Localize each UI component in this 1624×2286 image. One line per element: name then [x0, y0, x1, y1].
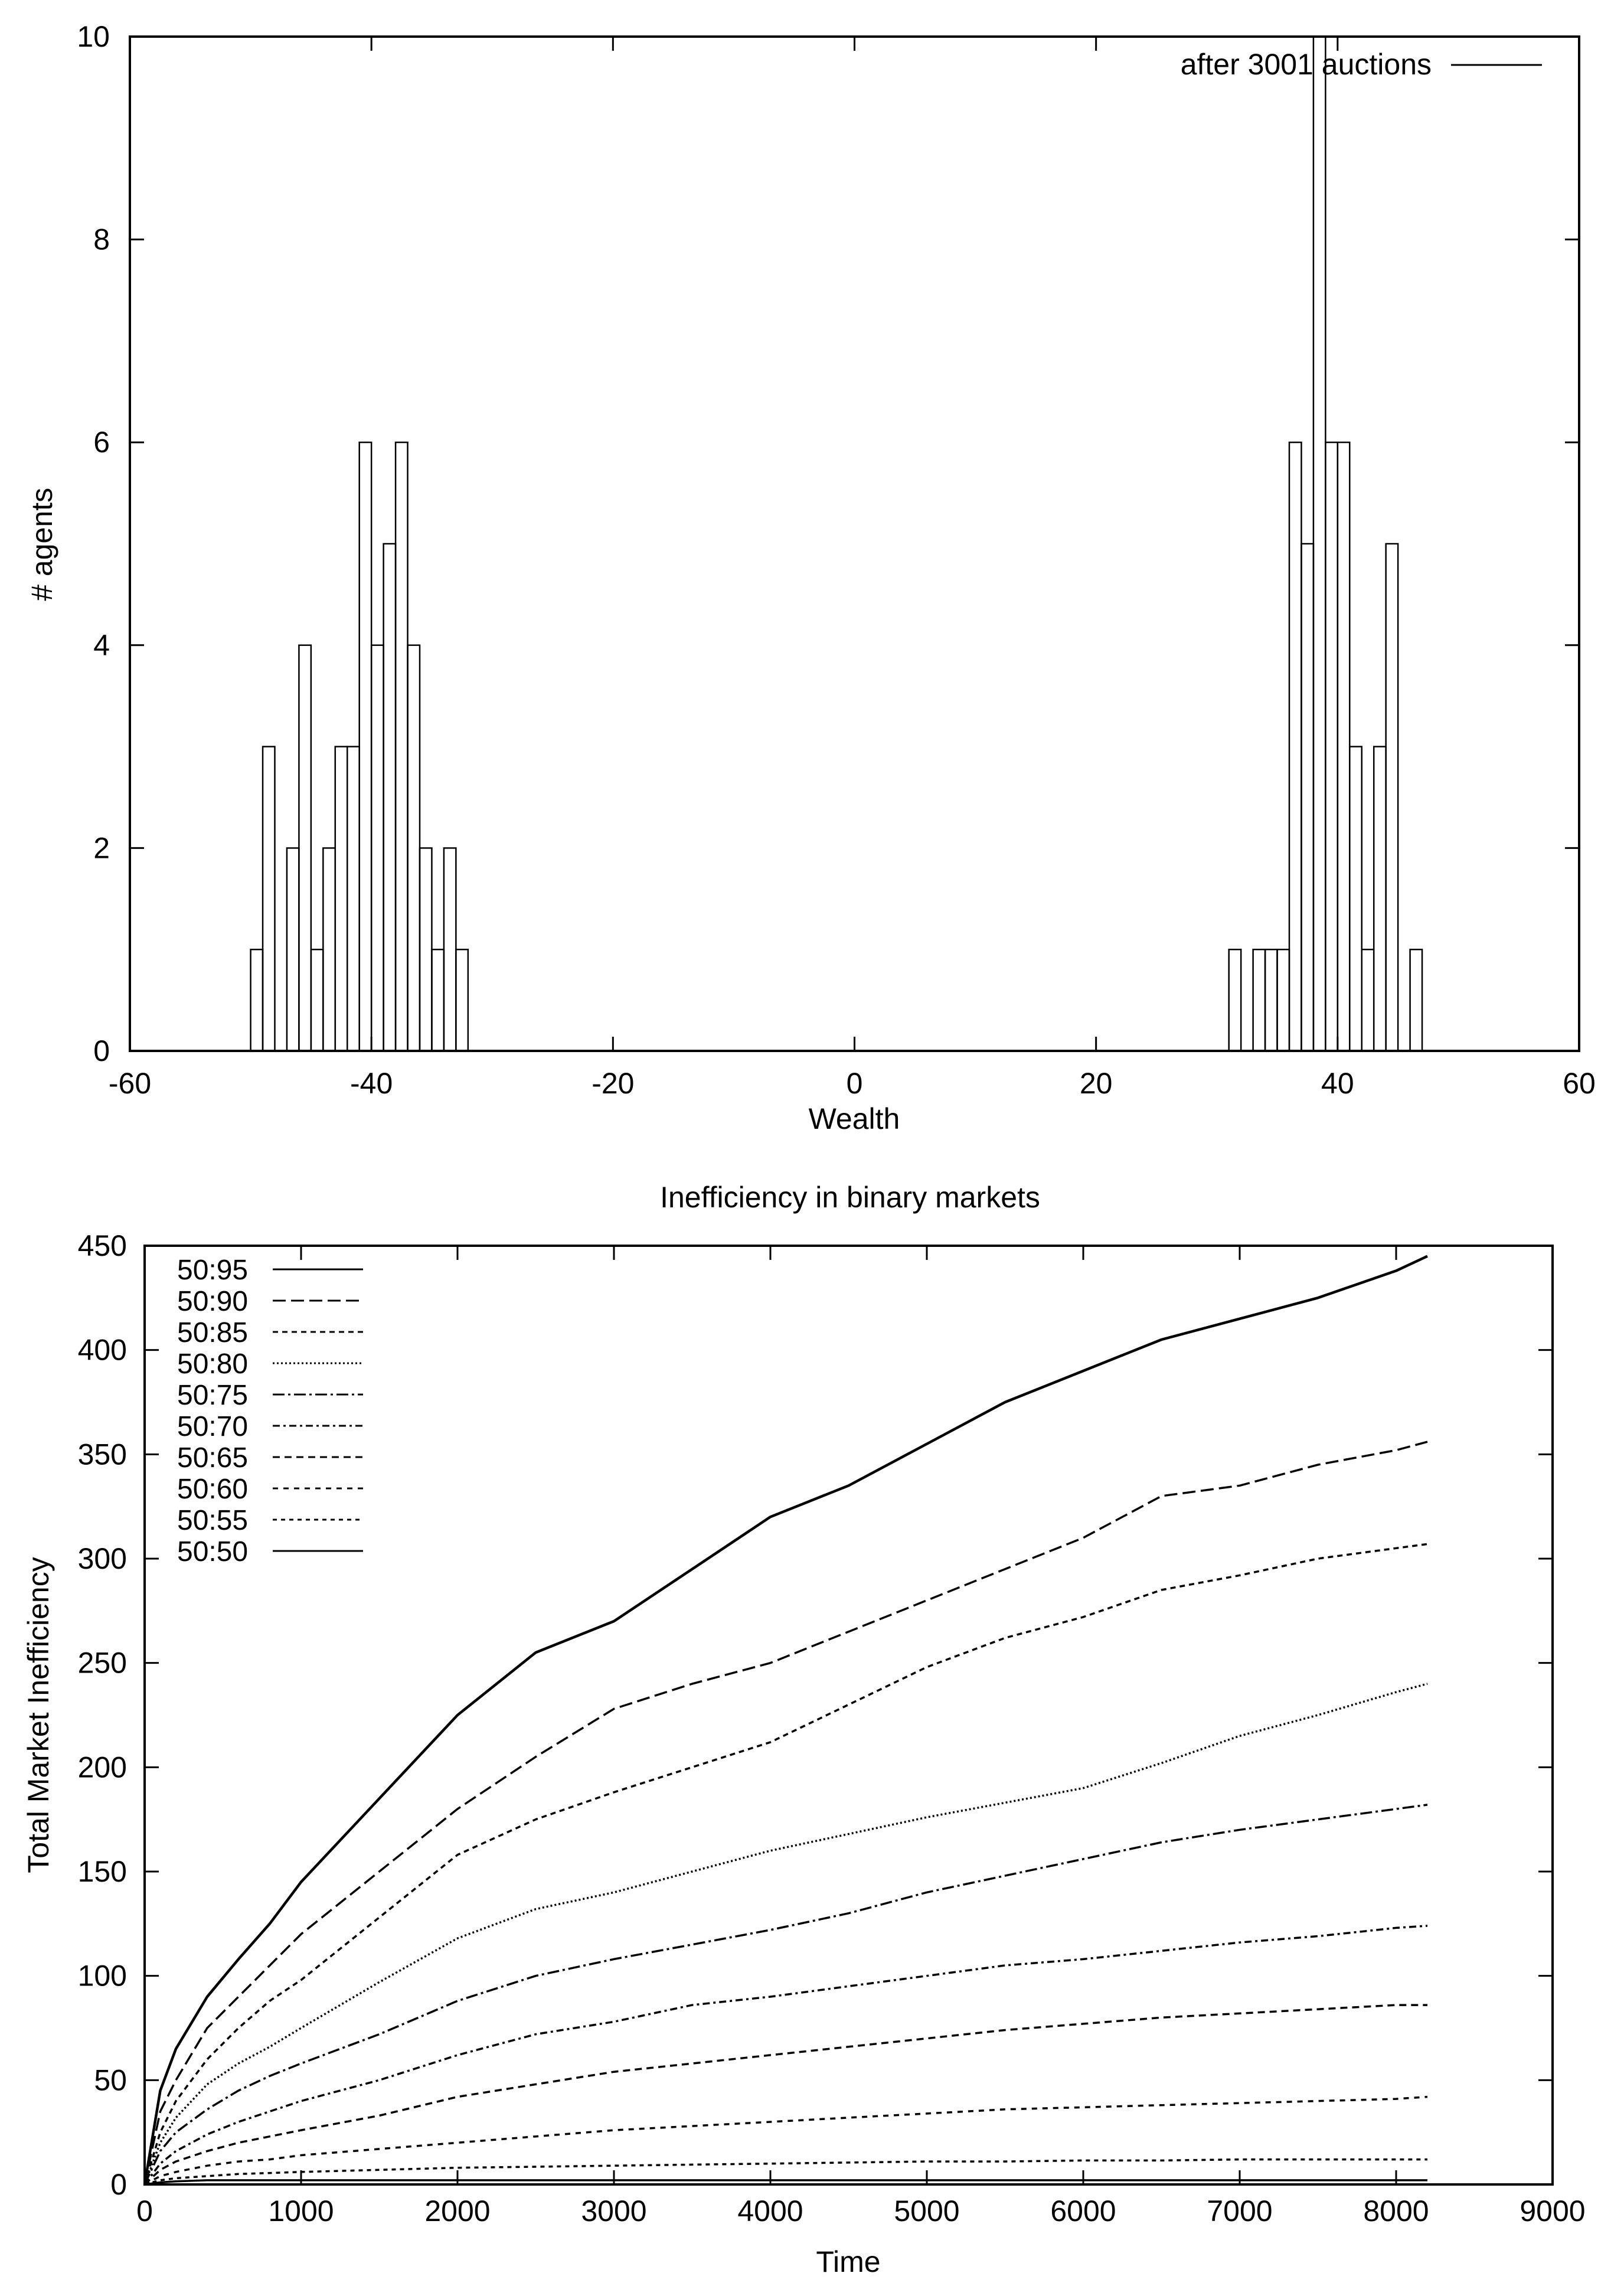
- hist-bar: [335, 747, 347, 1051]
- hist-x-tick-label: 40: [1321, 1067, 1354, 1100]
- hist-bar: [347, 747, 359, 1051]
- hist-x-tick-label: 20: [1080, 1067, 1113, 1100]
- hist-bar: [1253, 949, 1265, 1051]
- line-series-group: [145, 1256, 1427, 2184]
- line-legend: 50:9550:9050:8550:8050:7550:7050:6550:60…: [177, 1255, 363, 1567]
- line-y-tick-label: 0: [110, 2168, 127, 2201]
- legend-label: 50:55: [177, 1505, 248, 1536]
- hist-x-axis-label: Wealth: [809, 1102, 900, 1135]
- line-x-tick-label: 6000: [1050, 2194, 1116, 2228]
- line-y-tick-label: 350: [78, 1438, 127, 1471]
- line-y-axis-ticks: 0 50 100 150 200 250 300 350 400 450: [78, 1229, 1553, 2201]
- line-y-tick-label: 100: [78, 1960, 127, 1993]
- hist-bar: [1374, 747, 1386, 1051]
- hist-bar: [444, 848, 456, 1051]
- hist-bar: [323, 848, 335, 1051]
- hist-y-axis-ticks: 0 2 4 6 8 10: [77, 20, 1579, 1067]
- hist-bar: [1386, 544, 1398, 1051]
- hist-bar: [456, 949, 468, 1051]
- hist-bar: [371, 645, 383, 1051]
- hist-legend: after 3001 auctions: [1181, 48, 1542, 81]
- series-line-50-80: [145, 1684, 1427, 2184]
- hist-bar: [1277, 949, 1289, 1051]
- legend-label: 50:80: [177, 1348, 248, 1380]
- hist-bar: [432, 949, 443, 1051]
- series-line-50-90: [145, 1442, 1427, 2184]
- legend-label: 50:85: [177, 1317, 248, 1348]
- hist-bars: [251, 37, 1422, 1051]
- line-x-tick-label: 3000: [581, 2194, 646, 2228]
- hist-y-tick-label: 0: [93, 1034, 110, 1067]
- hist-y-tick-label: 10: [77, 20, 110, 53]
- figure: -60 -40 -20 0 20 40 60 0 2 4 6 8 10 Wealth # agents…: [0, 0, 1624, 2286]
- hist-legend-label: after 3001 auctions: [1181, 48, 1432, 81]
- line-x-tick-label: 4000: [737, 2194, 803, 2228]
- line-y-tick-label: 200: [78, 1751, 127, 1784]
- legend-label: 50:65: [177, 1442, 248, 1474]
- hist-bar: [251, 949, 263, 1051]
- hist-bar: [1229, 949, 1241, 1051]
- line-x-axis-ticks: 0 1000 2000 3000 4000 5000 6000 7000 8000 9000: [136, 1246, 1586, 2228]
- hist-y-tick-label: 6: [93, 426, 110, 459]
- hist-bar: [1289, 442, 1301, 1051]
- series-line-50-95: [145, 1256, 1427, 2184]
- legend-label: 50:50: [177, 1536, 248, 1567]
- hist-bar: [1265, 949, 1277, 1051]
- line-x-tick-label: 0: [136, 2194, 153, 2228]
- line-y-tick-label: 400: [78, 1334, 127, 1367]
- inefficiency-line-chart: Inefficiency in binary markets 0 1000 2000…: [22, 1181, 1586, 2278]
- hist-bar: [311, 949, 323, 1051]
- hist-bar: [263, 747, 275, 1051]
- hist-bar: [384, 544, 396, 1051]
- line-x-tick-label: 9000: [1520, 2194, 1585, 2228]
- hist-x-tick-label: -60: [109, 1067, 151, 1100]
- hist-bar: [360, 442, 371, 1051]
- legend-label: 50:60: [177, 1474, 248, 1505]
- hist-y-tick-label: 2: [93, 831, 110, 864]
- hist-y-axis-label: # agents: [25, 488, 58, 601]
- hist-x-axis-ticks: -60 -40 -20 0 20 40 60: [109, 37, 1596, 1100]
- hist-bar: [287, 848, 299, 1051]
- hist-bar: [1349, 747, 1361, 1051]
- series-line-50-70: [145, 1926, 1427, 2184]
- hist-x-tick-label: 0: [847, 1067, 863, 1100]
- line-x-tick-label: 1000: [268, 2194, 334, 2228]
- line-y-tick-label: 300: [78, 1542, 127, 1575]
- line-x-tick-label: 5000: [894, 2194, 959, 2228]
- line-chart-title: Inefficiency in binary markets: [660, 1181, 1040, 1214]
- wealth-histogram: -60 -40 -20 0 20 40 60 0 2 4 6 8 10 Wealth # agents…: [25, 20, 1596, 1135]
- hist-bar: [1325, 442, 1337, 1051]
- hist-bar: [1362, 949, 1374, 1051]
- series-line-50-85: [145, 1544, 1427, 2184]
- hist-x-tick-label: -20: [592, 1067, 634, 1100]
- line-y-tick-label: 150: [78, 1855, 127, 1888]
- line-y-tick-label: 250: [78, 1647, 127, 1680]
- hist-bar: [1301, 544, 1313, 1051]
- legend-label: 50:75: [177, 1380, 248, 1411]
- hist-y-tick-label: 4: [93, 629, 110, 662]
- line-y-tick-label: 50: [94, 2063, 127, 2096]
- series-line-50-65: [145, 2005, 1427, 2184]
- hist-bar: [408, 645, 420, 1051]
- legend-label: 50:90: [177, 1286, 248, 1317]
- hist-bar: [420, 848, 432, 1051]
- hist-x-tick-label: 60: [1563, 1067, 1596, 1100]
- hist-bar: [396, 442, 407, 1051]
- hist-bar: [299, 645, 311, 1051]
- legend-label: 50:95: [177, 1255, 248, 1286]
- line-y-axis-label: Total Market Inefficiency: [22, 1557, 55, 1873]
- hist-bar: [1338, 442, 1349, 1051]
- line-x-tick-label: 2000: [424, 2194, 490, 2228]
- line-x-axis-label: Time: [816, 2245, 880, 2278]
- line-x-tick-label: 8000: [1363, 2194, 1429, 2228]
- hist-x-tick-label: -40: [350, 1067, 393, 1100]
- line-x-tick-label: 7000: [1207, 2194, 1272, 2228]
- legend-label: 50:70: [177, 1411, 248, 1442]
- hist-y-tick-label: 8: [93, 223, 110, 256]
- hist-bar: [1313, 37, 1325, 1051]
- line-y-tick-label: 450: [78, 1229, 127, 1262]
- hist-bar: [1410, 949, 1422, 1051]
